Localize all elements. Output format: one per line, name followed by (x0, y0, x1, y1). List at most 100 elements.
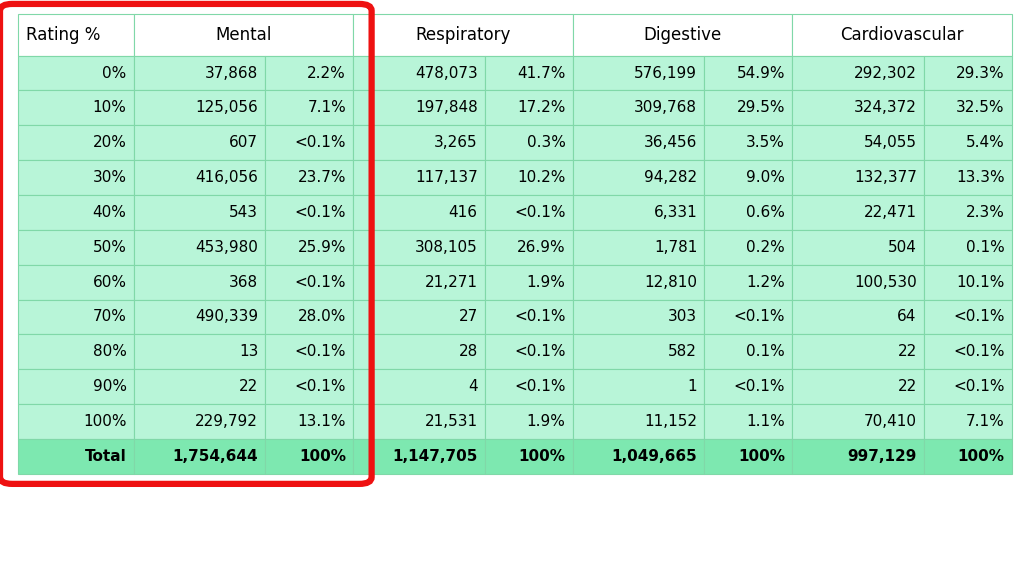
Bar (353, 14, 572, 56)
Text: 1.2%: 1.2% (746, 275, 785, 289)
Bar (18, 439, 134, 474)
Bar (485, 56, 572, 90)
Bar (353, 439, 485, 474)
Text: 23.7%: 23.7% (298, 170, 346, 185)
Bar (18, 125, 134, 160)
Text: 70,410: 70,410 (863, 414, 916, 429)
Text: 0%: 0% (102, 66, 127, 80)
Text: <0.1%: <0.1% (514, 379, 565, 394)
Text: Respiratory: Respiratory (416, 26, 511, 44)
Bar (134, 56, 265, 90)
Bar (134, 14, 353, 56)
Bar (572, 439, 705, 474)
Text: 26.9%: 26.9% (517, 240, 565, 255)
Bar (134, 230, 265, 265)
Text: 40%: 40% (92, 205, 127, 220)
Bar (353, 195, 485, 230)
Text: 17.2%: 17.2% (517, 101, 565, 115)
Text: 50%: 50% (92, 240, 127, 255)
Bar (705, 265, 793, 300)
Text: Rating %: Rating % (26, 26, 100, 44)
Bar (134, 404, 265, 439)
Text: 7.1%: 7.1% (307, 101, 346, 115)
Text: Cardiovascular: Cardiovascular (841, 26, 964, 44)
Bar (705, 56, 793, 90)
Bar (353, 90, 485, 125)
Bar (353, 230, 485, 265)
Bar (572, 334, 705, 369)
Bar (572, 265, 705, 300)
Bar (485, 369, 572, 404)
Text: 20%: 20% (92, 135, 127, 150)
Text: 41.7%: 41.7% (517, 66, 565, 80)
Text: 22: 22 (239, 379, 258, 394)
Text: <0.1%: <0.1% (514, 310, 565, 324)
Bar (705, 369, 793, 404)
Text: 7.1%: 7.1% (966, 414, 1005, 429)
Text: 27: 27 (459, 310, 478, 324)
Bar (18, 195, 134, 230)
Text: 5.4%: 5.4% (966, 135, 1005, 150)
Bar (353, 369, 485, 404)
Text: 197,848: 197,848 (415, 101, 478, 115)
Text: 100%: 100% (299, 449, 346, 464)
Bar (572, 160, 705, 195)
Bar (485, 90, 572, 125)
Text: 13: 13 (239, 345, 258, 359)
Bar (265, 56, 353, 90)
Bar (793, 195, 924, 230)
Text: 1,147,705: 1,147,705 (392, 449, 478, 464)
Bar (793, 56, 924, 90)
Bar (18, 334, 134, 369)
Bar (572, 56, 705, 90)
Bar (265, 404, 353, 439)
Bar (572, 14, 793, 56)
Text: 10.2%: 10.2% (517, 170, 565, 185)
Bar (793, 90, 924, 125)
Bar (134, 195, 265, 230)
Text: 22,471: 22,471 (863, 205, 916, 220)
Text: <0.1%: <0.1% (733, 379, 785, 394)
Text: <0.1%: <0.1% (295, 379, 346, 394)
Bar (924, 404, 1012, 439)
Text: 1.9%: 1.9% (526, 275, 565, 289)
Bar (705, 334, 793, 369)
Bar (134, 334, 265, 369)
Text: 94,282: 94,282 (644, 170, 697, 185)
Text: 0.6%: 0.6% (746, 205, 785, 220)
Text: 303: 303 (668, 310, 697, 324)
Bar (18, 14, 134, 56)
Bar (924, 90, 1012, 125)
Text: 64: 64 (897, 310, 916, 324)
Text: 504: 504 (888, 240, 916, 255)
Text: 70%: 70% (92, 310, 127, 324)
Bar (265, 230, 353, 265)
Bar (705, 439, 793, 474)
Text: 582: 582 (669, 345, 697, 359)
Text: 100,530: 100,530 (854, 275, 916, 289)
Bar (924, 230, 1012, 265)
Bar (485, 230, 572, 265)
Text: 309,768: 309,768 (634, 101, 697, 115)
Bar (265, 160, 353, 195)
Bar (924, 265, 1012, 300)
Text: 0.3%: 0.3% (526, 135, 565, 150)
Bar (924, 439, 1012, 474)
Bar (265, 195, 353, 230)
Text: 29.5%: 29.5% (736, 101, 785, 115)
Bar (572, 125, 705, 160)
Text: <0.1%: <0.1% (953, 379, 1005, 394)
Text: 0.2%: 0.2% (746, 240, 785, 255)
Bar (18, 90, 134, 125)
Bar (134, 90, 265, 125)
Bar (924, 195, 1012, 230)
Bar (705, 195, 793, 230)
Bar (793, 334, 924, 369)
Bar (18, 265, 134, 300)
Text: 576,199: 576,199 (634, 66, 697, 80)
Text: 453,980: 453,980 (196, 240, 258, 255)
Text: 125,056: 125,056 (196, 101, 258, 115)
Text: 1: 1 (687, 379, 697, 394)
Bar (485, 439, 572, 474)
Text: 80%: 80% (92, 345, 127, 359)
